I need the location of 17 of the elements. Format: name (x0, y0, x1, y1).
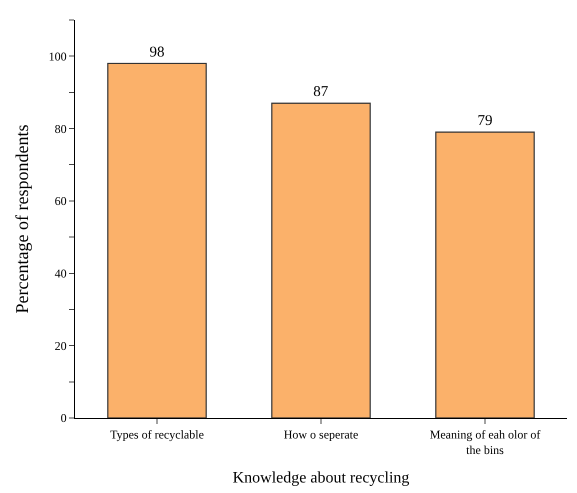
y-axis-title: Percentage of respondents (12, 124, 32, 314)
x-axis-title: Knowledge about recycling (232, 470, 410, 487)
y-tick-label: 100 (48, 49, 67, 64)
data-label: 79 (478, 113, 492, 130)
bar (435, 132, 535, 418)
y-tick-label: 0 (60, 411, 67, 426)
y-tick-label: 60 (54, 194, 67, 208)
y-tick-label: 40 (54, 266, 67, 280)
y-tick-label: 80 (54, 122, 67, 136)
bar (271, 102, 371, 418)
y-tick-label: 20 (54, 338, 67, 353)
x-tick-label: Types of recyclable (110, 427, 204, 442)
bar (107, 62, 207, 418)
data-label: 87 (313, 84, 329, 100)
x-tick-label: How o seperate (284, 427, 358, 442)
x-tick-label: Meaning of eah olor of the bins (430, 427, 540, 457)
data-label: 98 (150, 44, 164, 60)
